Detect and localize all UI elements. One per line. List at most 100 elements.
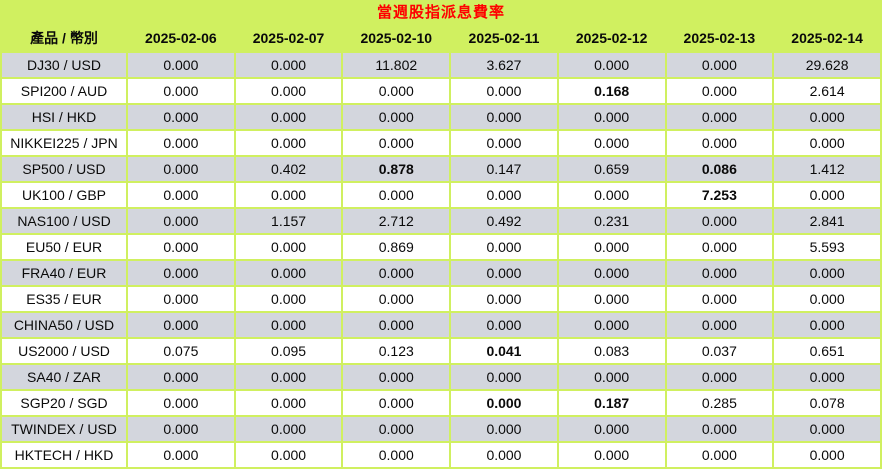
value-cell: 0.000 xyxy=(558,235,665,259)
value-cell: 5.593 xyxy=(774,235,880,259)
value-cell: 0.878 xyxy=(343,157,450,181)
value-cell: 0.000 xyxy=(666,105,773,129)
value-cell: 0.000 xyxy=(451,105,557,129)
value-cell: 0.000 xyxy=(128,183,234,207)
value-cell: 0.000 xyxy=(128,157,234,181)
table-row: SGP20 / SGD 0.000 0.000 0.000 0.000 0.187 0.28… xyxy=(2,391,880,415)
value-cell: 0.000 xyxy=(451,313,557,337)
value-cell: 0.000 xyxy=(666,417,773,441)
table-row: TWINDEX / USD 0.000 0.000 0.000 0.000 0.000 0.… xyxy=(2,417,880,441)
table-row: CHINA50 / USD 0.000 0.000 0.000 0.000 0.000 0.… xyxy=(2,313,880,337)
table-row: ES35 / EUR 0.000 0.000 0.000 0.000 0.000 0.000… xyxy=(2,287,880,311)
value-cell: 0.000 xyxy=(666,313,773,337)
value-cell: 0.000 xyxy=(451,365,557,389)
value-cell: 0.000 xyxy=(451,183,557,207)
product-cell: DJ30 / USD xyxy=(2,53,126,77)
product-cell: UK100 / GBP xyxy=(2,183,126,207)
value-cell: 0.000 xyxy=(343,79,450,103)
value-cell: 0.000 xyxy=(774,183,880,207)
value-cell: 0.000 xyxy=(343,443,450,467)
value-cell: 0.000 xyxy=(774,131,880,155)
value-cell: 0.000 xyxy=(343,313,450,337)
value-cell: 0.000 xyxy=(235,79,342,103)
value-cell: 0.000 xyxy=(128,313,234,337)
value-cell: 0.000 xyxy=(235,105,342,129)
value-cell: 7.253 xyxy=(666,183,773,207)
value-cell: 0.000 xyxy=(128,261,234,285)
table-row: DJ30 / USD 0.000 0.000 11.802 3.627 0.000 0.00… xyxy=(2,53,880,77)
value-cell: 0.000 xyxy=(128,391,234,415)
table-row: NIKKEI225 / JPN 0.000 0.000 0.000 0.000 0.000… xyxy=(2,131,880,155)
date-column-header: 2025-02-11 xyxy=(468,30,540,46)
value-cell: 0.000 xyxy=(558,443,665,467)
product-cell: TWINDEX / USD xyxy=(2,417,126,441)
value-cell: 0.000 xyxy=(774,365,880,389)
value-cell: 0.000 xyxy=(235,391,342,415)
page-title: 當週股指派息費率 xyxy=(376,4,505,21)
value-cell: 0.000 xyxy=(666,79,773,103)
value-cell: 2.712 xyxy=(343,209,450,233)
table-row: SP500 / USD 0.000 0.402 0.878 0.147 0.659 0.08… xyxy=(2,157,880,181)
value-cell: 0.187 xyxy=(558,391,665,415)
value-cell: 0.000 xyxy=(666,287,773,311)
value-cell: 0.000 xyxy=(666,209,773,233)
value-cell: 0.000 xyxy=(235,313,342,337)
table-row: HSI / HKD 0.000 0.000 0.000 0.000 0.000 0.000 0… xyxy=(2,105,880,129)
value-cell: 0.083 xyxy=(558,339,665,363)
value-cell: 0.869 xyxy=(343,235,450,259)
value-cell: 0.000 xyxy=(451,79,557,103)
value-cell: 0.000 xyxy=(666,365,773,389)
value-cell: 29.628 xyxy=(774,53,880,77)
value-cell: 0.231 xyxy=(558,209,665,233)
table-row: US2000 / USD 0.075 0.095 0.123 0.041 0.083 0.0… xyxy=(2,339,880,363)
value-cell: 0.000 xyxy=(558,261,665,285)
value-cell: 0.000 xyxy=(235,365,342,389)
value-cell: 0.651 xyxy=(774,339,880,363)
product-cell: ES35 / EUR xyxy=(2,287,126,311)
value-cell: 0.086 xyxy=(666,157,773,181)
value-cell: 0.147 xyxy=(451,157,557,181)
value-cell: 0.000 xyxy=(666,53,773,77)
value-cell: 0.000 xyxy=(235,131,342,155)
value-cell: 0.000 xyxy=(128,235,234,259)
value-cell: 0.000 xyxy=(235,261,342,285)
value-cell: 2.841 xyxy=(774,209,880,233)
value-cell: 0.000 xyxy=(128,131,234,155)
value-cell: 0.000 xyxy=(343,417,450,441)
value-cell: 0.402 xyxy=(235,157,342,181)
value-cell: 0.168 xyxy=(558,79,665,103)
value-cell: 0.000 xyxy=(451,235,557,259)
value-cell: 0.000 xyxy=(774,105,880,129)
value-cell: 0.000 xyxy=(343,261,450,285)
product-cell: SP500 / USD xyxy=(2,157,126,181)
product-cell: CHINA50 / USD xyxy=(2,313,126,337)
table-row: EU50 / EUR 0.000 0.000 0.869 0.000 0.000 0.000… xyxy=(2,235,880,259)
value-cell: 0.000 xyxy=(451,261,557,285)
product-currency-header: 產品 / 幣別 xyxy=(30,30,98,46)
value-cell: 0.000 xyxy=(343,287,450,311)
value-cell: 0.000 xyxy=(451,443,557,467)
value-cell: 0.000 xyxy=(235,53,342,77)
date-column-header: 2025-02-10 xyxy=(360,30,433,46)
value-cell: 0.000 xyxy=(558,131,665,155)
date-column-header: 2025-02-12 xyxy=(575,30,648,46)
value-cell: 11.802 xyxy=(343,53,450,77)
date-column-header: 2025-02-14 xyxy=(791,30,863,46)
date-column-header: 2025-02-06 xyxy=(145,30,217,46)
value-cell: 0.000 xyxy=(558,365,665,389)
value-cell: 0.000 xyxy=(774,261,880,285)
value-cell: 0.000 xyxy=(558,313,665,337)
value-cell: 0.000 xyxy=(451,417,557,441)
table-row: FRA40 / EUR 0.000 0.000 0.000 0.000 0.000 0.00… xyxy=(2,261,880,285)
value-cell: 0.285 xyxy=(666,391,773,415)
product-cell: EU50 / EUR xyxy=(2,235,126,259)
value-cell: 0.000 xyxy=(128,443,234,467)
value-cell: 0.078 xyxy=(774,391,880,415)
value-cell: 0.000 xyxy=(666,261,773,285)
table-row: UK100 / GBP 0.000 0.000 0.000 0.000 0.000 7.25… xyxy=(2,183,880,207)
product-cell: HSI / HKD xyxy=(2,105,126,129)
value-cell: 0.000 xyxy=(451,131,557,155)
value-cell: 0.000 xyxy=(558,183,665,207)
value-cell: 0.000 xyxy=(343,183,450,207)
